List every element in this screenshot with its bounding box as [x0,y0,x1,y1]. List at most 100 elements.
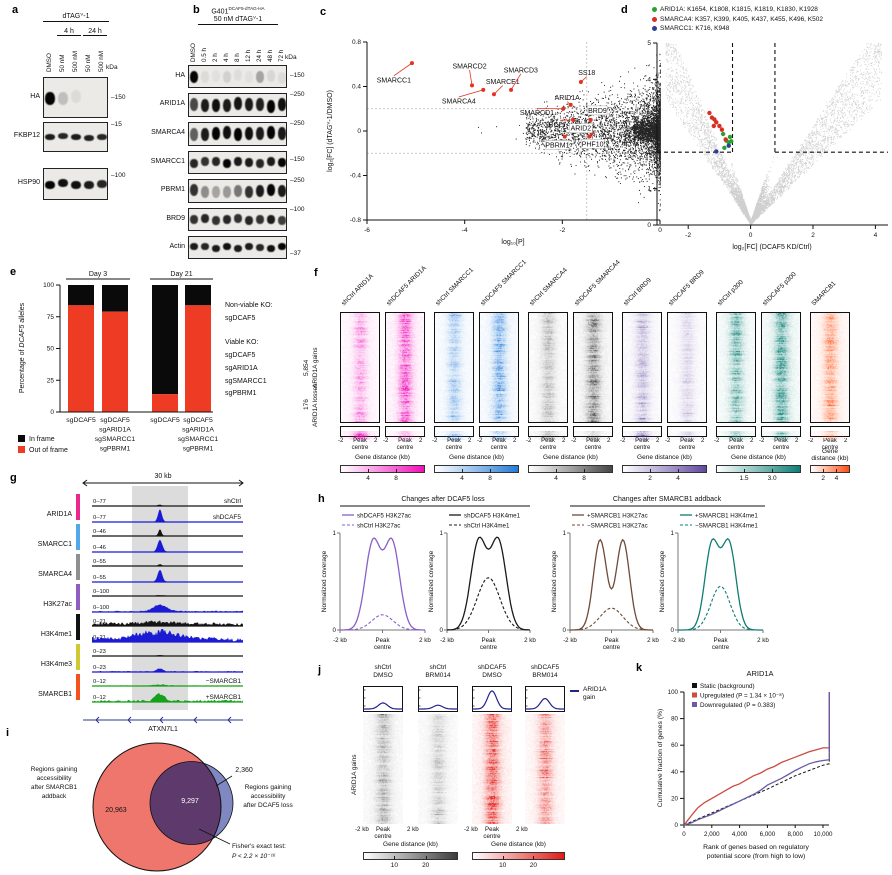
panel-b-band [255,126,264,140]
legend-label: −SMARCB1 H3K27ac [587,523,648,530]
panel-b-band [266,183,275,196]
gene-direction-arrow [159,716,164,724]
panel-b-band [233,213,242,223]
colorbar-title: Gene distance (kb) [491,841,546,848]
colorbar-tick [533,856,535,860]
note-line: Viable KO: [225,339,259,347]
x-tick: -2 kb [355,826,369,833]
panel-b-band [211,185,220,198]
y-tick: 0 [50,409,54,416]
panel-j-ylabel: ARID1A gains [351,754,358,796]
heatmap-canvas [623,431,661,440]
gene-label: ARID1A [555,95,581,102]
panel-k-cumulative: ARID1A 0 20 40 60 80 100 0 2,000 4,000 6,000 8,000 1… [657,669,833,860]
x-tick: 2 kb [516,826,528,833]
panel-b-lane-label: 0.5 h [200,47,208,62]
point-cloud [478,53,661,212]
panel-b-band [189,215,198,225]
coverage-curve [340,537,425,631]
panel-b-antibody-label: ARID1A [159,100,185,107]
panel-b-band [200,186,209,199]
heatmap-canvas [574,431,612,440]
panel-b-band [244,242,253,250]
panel-b-lane-label: DMSO [189,43,197,62]
colorbar-tick [836,469,838,473]
x-tick: 2 [468,438,472,444]
x-tick: 2 [844,438,848,444]
colorbar-tick [490,469,492,473]
coverage-curve [340,614,425,631]
panel-label-i: i [6,727,10,739]
heatmap-canvas [386,313,424,422]
gene-label: PBRM1 [545,142,569,149]
y-tick: -0.8 [350,217,362,224]
colorbar-tick [502,856,504,860]
gene-label: SMARCD2 [452,63,486,70]
legend-bullet [652,26,657,31]
colorbar-tick [462,469,464,473]
track-signal [92,620,243,626]
heatmap [472,714,512,824]
gene-label-bg [580,139,605,149]
profile-curve [472,690,512,710]
track-name: SMARCC1 [38,541,72,548]
heatmap-column-header: shCtrl BRD9 [622,276,653,308]
panel-a-time-24h: 24 h [83,28,107,36]
colorbar-tick [772,469,774,473]
panel-a-band [44,134,55,141]
y-tick: 0.8 [352,39,361,46]
gene-point [509,87,514,92]
x-tick: -2 [620,438,626,444]
colorbar-title: Gene distance (kb) [383,841,438,848]
heatmap [434,426,474,440]
y-tick: 0 [357,128,361,135]
heatmap-canvas [525,714,565,824]
bar-label: sgSMARCC1 [95,436,136,443]
panel-b-band [277,243,286,251]
colorbar-tick-label: 10 [499,862,507,869]
x-tick-centre: Peak centre [584,438,602,451]
heatmap-canvas [668,313,706,422]
y-tick: 0.4 [352,84,361,91]
venn-left-label: accessibility [37,775,72,782]
y-axis-label: Normalized coverage [659,550,666,612]
legend-label: Downregulated (P = 0.383) [700,702,775,709]
y-tick: 0 [440,627,444,634]
y-tick: 60 [671,742,678,749]
y-axis-label: Normalized coverage [551,550,558,612]
panel-a-lane-label: 50 nM [84,54,92,72]
legend-label: shDCAF5 H3K4me1 [464,513,521,520]
track-range: 0–77 [93,499,106,505]
colorbar-title: Gene distance (kb) [731,454,786,461]
panel-a-band [57,179,68,188]
legend-label: Static (background) [700,683,755,690]
panel-b-lane-label: 8 h [233,53,241,62]
panel-a-band [96,133,107,140]
x-tick: 2 [562,438,566,444]
axes [683,692,829,826]
panel-a-band [96,180,107,189]
gene-label: SMARCE1 [486,79,520,86]
track-color-key [76,494,80,520]
panel-b-band [244,216,253,226]
x-tick: 2 kb [524,637,536,644]
panel-b-band [255,243,264,251]
track-range: 0–12 [93,679,106,685]
x-tick: -2 [685,232,691,239]
gene-point [571,117,576,122]
legend-swatch [18,435,25,442]
track-range: 0–23 [93,665,106,671]
y-tick: 1 [647,186,651,193]
colorbar-tick-label: 2 [648,475,652,482]
colorbar-tick-label: 2 [821,475,825,482]
heatmap [622,426,662,440]
panel-a-time-4h: 4 h [57,28,81,36]
panel-b-band [255,97,264,111]
bar-label: sgPBRM1 [100,446,131,453]
profile-curve [363,702,403,710]
heatmap-canvas [386,431,424,440]
panel-a-band [70,134,81,141]
gene-point [470,83,475,88]
track-color-key [76,584,80,610]
